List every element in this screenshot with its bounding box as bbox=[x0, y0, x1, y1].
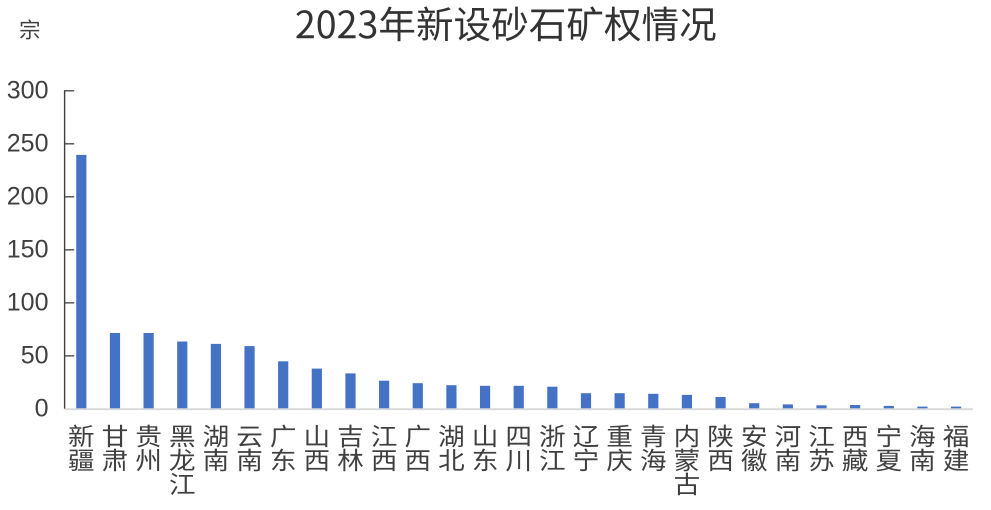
svg-text:200: 200 bbox=[7, 183, 49, 211]
svg-text:100: 100 bbox=[7, 289, 49, 317]
svg-text:300: 300 bbox=[7, 77, 49, 105]
svg-text:250: 250 bbox=[7, 130, 49, 158]
svg-text:50: 50 bbox=[21, 342, 49, 370]
svg-text:150: 150 bbox=[7, 236, 49, 264]
svg-text:0: 0 bbox=[35, 395, 49, 423]
